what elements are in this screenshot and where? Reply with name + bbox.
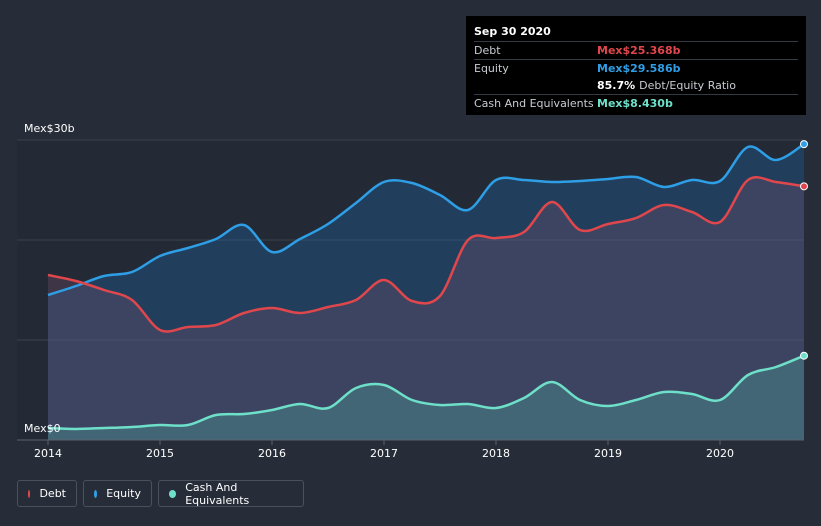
series-lines [47,143,805,431]
tooltip-equity-label: Equity [474,62,509,75]
x-tick-label: 2017 [370,447,398,460]
data-tooltip: Sep 30 2020 Debt Mex$25.368b Equity Mex$… [466,16,806,115]
y-tick-label-top: Mex$30b [24,122,75,135]
debt-line [47,176,805,333]
tooltip-ratio-row: 85.7% Debt/Equity Ratio [474,77,798,94]
equity-endpoint [800,140,808,149]
tooltip-cash-value: Mex$8.430b [597,97,673,110]
legend-equity-label: Equity [106,487,141,500]
cash-and-equivalents-area [48,355,804,440]
x-tick-label: 2018 [482,447,510,460]
legend-cash-label: Cash And Equivalents [185,480,250,507]
tooltip-cash-row: Cash And Equivalents Mex$8.430b [474,94,798,112]
x-tick-label: 2015 [146,447,174,460]
tooltip-equity-value: Mex$29.586b [597,62,681,75]
x-tick-label: 2016 [258,447,286,460]
x-tick-label: 2019 [594,447,622,460]
cash-and-equivalents-endpoint [800,351,808,360]
legend-debt-label: Debt [39,487,66,500]
debt-area [48,177,804,440]
y-tick-label-zero: Mex$0 [24,422,61,435]
debt-dot-icon [28,489,31,498]
tooltip-debt-label: Debt [474,44,501,57]
gridlines [17,139,804,341]
tooltip-equity-row: Equity Mex$29.586b [474,59,798,77]
plot-background [17,140,804,440]
debt-endpoint [800,182,808,191]
tooltip-debt-row: Debt Mex$25.368b [474,41,798,59]
tooltip-cash-label: Cash And Equivalents [474,97,594,110]
legend-item-equity[interactable]: Equity [83,480,152,507]
cash-and-equivalents-line [47,354,805,431]
equity-line [47,143,805,297]
x-tick-label: 2014 [34,447,62,460]
x-axis-ticks: 2014 2015 2016 2017 2018 2019 2020 [34,440,734,460]
legend-item-cash[interactable]: Cash And Equivalents [158,480,304,507]
tooltip-ratio-label: Debt/Equity Ratio [639,79,736,92]
equity-area [48,144,804,440]
series-areas [48,144,804,440]
tooltip-ratio-value: 85.7% [597,79,636,92]
equity-dot-icon [94,489,98,498]
x-tick-label: 2020 [706,447,734,460]
tooltip-date: Sep 30 2020 [474,25,551,38]
legend-item-debt[interactable]: Debt [17,480,77,507]
cash-dot-icon [169,489,177,498]
tooltip-debt-value: Mex$25.368b [597,44,681,57]
series-endpoints [800,140,808,360]
